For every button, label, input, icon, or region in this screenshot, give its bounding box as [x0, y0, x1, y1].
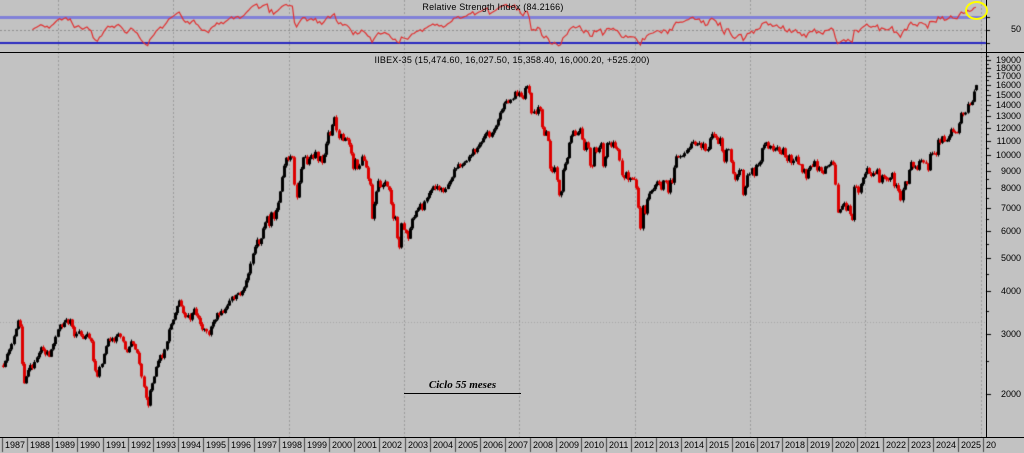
- year-label: 2000: [332, 440, 353, 450]
- price-axis-label: 13000: [995, 111, 1021, 121]
- year-label: 2013: [659, 440, 680, 450]
- year-label: 1988: [30, 440, 51, 450]
- cycle-annotation: Ciclo 55 meses: [404, 379, 521, 394]
- year-label: 1992: [131, 440, 152, 450]
- price-axis-label: 10000: [995, 150, 1021, 160]
- year-label: 2007: [508, 440, 529, 450]
- year-label: 2002: [382, 440, 403, 450]
- price-axis-label: 11000: [996, 136, 1021, 146]
- year-label: 2003: [408, 440, 429, 450]
- year-label: 1987: [5, 440, 26, 450]
- year-label: 1993: [156, 440, 177, 450]
- year-label: 2019: [810, 440, 831, 450]
- year-label: 2012: [634, 440, 655, 450]
- year-label: 1996: [231, 440, 252, 450]
- price-axis-label: 14000: [995, 100, 1021, 110]
- price-axis-label: 17000: [995, 71, 1021, 81]
- year-label: 1995: [206, 440, 227, 450]
- year-label: 2021: [860, 440, 881, 450]
- rsi-axis-label-50: 50: [1010, 24, 1021, 34]
- year-label: 2016: [735, 440, 756, 450]
- year-label: 1997: [257, 440, 278, 450]
- year-label: 2005: [458, 440, 479, 450]
- price-axis-label: 7000: [1000, 203, 1021, 213]
- year-label: 1994: [181, 440, 202, 450]
- price-axis-label: 8000: [1000, 183, 1021, 193]
- year-label: 2020: [835, 440, 856, 450]
- year-label: 2004: [433, 440, 454, 450]
- year-label: 2015: [709, 440, 730, 450]
- year-label: 20: [986, 440, 997, 450]
- year-label: 2014: [684, 440, 705, 450]
- year-label: 2010: [584, 440, 605, 450]
- y-axis-line: [986, 0, 987, 437]
- price-axis-label: 15000: [995, 90, 1021, 100]
- price-axis-label: 9000: [1000, 166, 1021, 176]
- year-label: 2009: [559, 440, 580, 450]
- price-axis-label: 16000: [995, 80, 1021, 90]
- year-label: 2024: [936, 440, 957, 450]
- price-axis-label: 4000: [1000, 286, 1021, 296]
- year-label: 2022: [886, 440, 907, 450]
- price-axis-label: 18000: [995, 63, 1021, 73]
- price-axis-label: 19000: [995, 55, 1021, 65]
- year-label: 1998: [282, 440, 303, 450]
- year-label: 2011: [609, 440, 629, 450]
- x-axis-line: [0, 437, 1024, 438]
- year-label: 2001: [357, 440, 378, 450]
- year-label: 2017: [760, 440, 781, 450]
- year-label: 2006: [483, 440, 504, 450]
- year-label: 2008: [533, 440, 554, 450]
- price-axis-label: 2000: [1000, 389, 1021, 399]
- year-label: 1999: [307, 440, 328, 450]
- year-label: 1991: [106, 440, 127, 450]
- year-label: 1989: [55, 440, 76, 450]
- year-label: 2018: [785, 440, 806, 450]
- year-label: 2023: [911, 440, 932, 450]
- price-axis-label: 3000: [1000, 329, 1021, 339]
- year-label: 1990: [80, 440, 101, 450]
- price-axis-label: 12000: [995, 123, 1021, 133]
- price-axis-label: 5000: [1000, 253, 1021, 263]
- rsi-highlight-circle-icon: [965, 1, 988, 20]
- price-axis-label: 6000: [1000, 226, 1021, 236]
- pane-separator-line: [0, 52, 1024, 53]
- year-label: 2025: [961, 440, 982, 450]
